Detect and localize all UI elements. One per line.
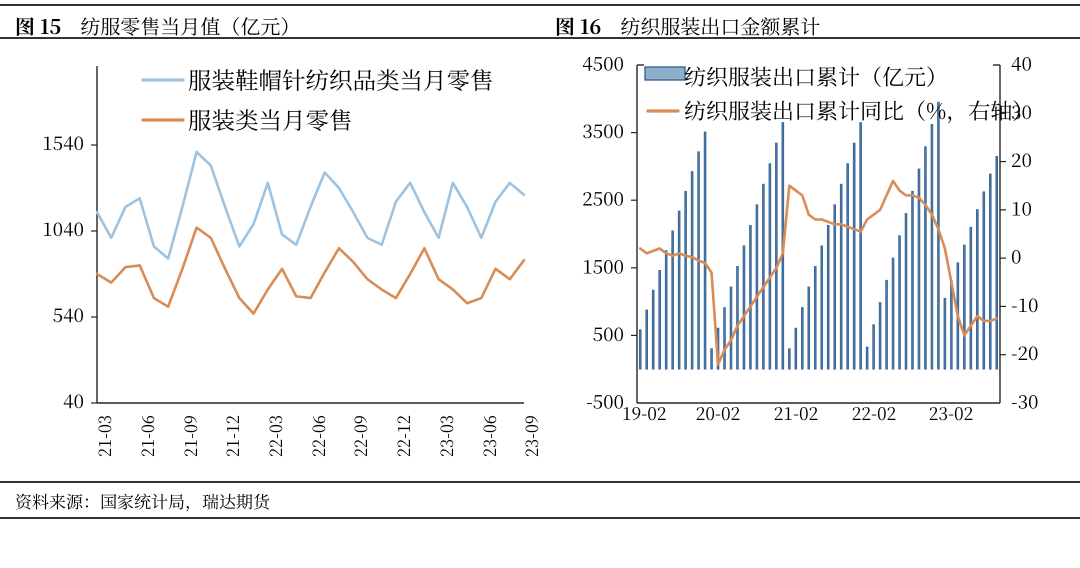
svg-text:10: 10: [1011, 194, 1032, 221]
svg-text:2500: 2500: [582, 185, 624, 212]
svg-text:22-06: 22-06: [306, 415, 330, 457]
svg-text:20-02: 20-02: [696, 401, 741, 426]
svg-text:1040: 1040: [42, 215, 84, 242]
svg-text:23-03: 23-03: [434, 415, 458, 457]
svg-text:-500: -500: [586, 388, 624, 415]
svg-text:4500: 4500: [582, 50, 624, 77]
svg-text:-10: -10: [1011, 291, 1038, 318]
svg-text:服装类当月零售: 服装类当月零售: [188, 102, 353, 136]
svg-text:纺织服装出口累计同比（%，右轴）: 纺织服装出口累计同比（%，右轴）: [684, 95, 1034, 126]
svg-text:22-12: 22-12: [391, 415, 415, 457]
svg-text:纺织服装出口累计（亿元）: 纺织服装出口累计（亿元）: [684, 61, 948, 92]
svg-text:22-09: 22-09: [348, 415, 372, 457]
svg-text:23-02: 23-02: [929, 401, 974, 426]
svg-text:22-02: 22-02: [852, 401, 897, 426]
svg-text:-30: -30: [1011, 388, 1038, 415]
svg-text:21-12: 21-12: [220, 415, 244, 457]
svg-text:1540: 1540: [42, 129, 84, 156]
svg-text:21-03: 21-03: [92, 415, 116, 457]
svg-text:服装鞋帽针纺织品类当月零售: 服装鞋帽针纺织品类当月零售: [188, 62, 494, 96]
svg-text:3500: 3500: [582, 117, 624, 144]
svg-text:22-03: 22-03: [263, 415, 287, 457]
svg-text:-20: -20: [1011, 339, 1038, 366]
svg-text:0: 0: [1011, 243, 1021, 270]
svg-text:1500: 1500: [582, 252, 624, 279]
svg-text:21-02: 21-02: [774, 401, 819, 426]
svg-text:40: 40: [1011, 50, 1032, 77]
svg-text:500: 500: [593, 320, 624, 347]
svg-text:540: 540: [53, 301, 84, 328]
svg-text:20: 20: [1011, 146, 1032, 173]
svg-text:19-02: 19-02: [622, 401, 667, 426]
svg-text:21-06: 21-06: [135, 415, 159, 457]
svg-text:23-06: 23-06: [477, 415, 501, 457]
svg-text:40: 40: [63, 387, 84, 414]
svg-text:21-09: 21-09: [178, 415, 202, 457]
